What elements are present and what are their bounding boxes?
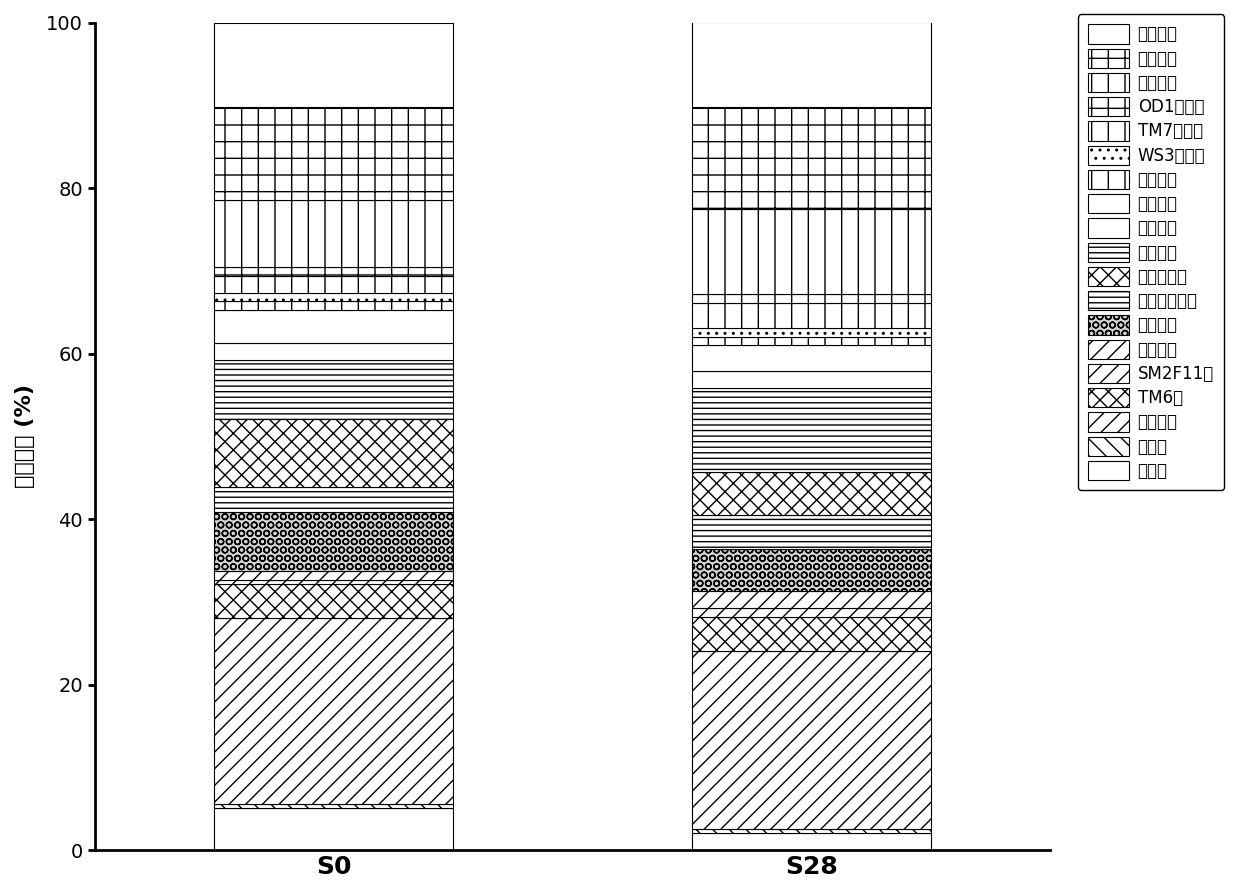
Bar	[214, 512, 453, 571]
Bar	[214, 580, 453, 584]
Bar	[691, 370, 930, 387]
Bar	[214, 292, 453, 301]
Bar	[691, 549, 930, 591]
Bar	[691, 303, 930, 328]
Bar	[214, 267, 453, 276]
Bar	[691, 209, 930, 294]
Bar	[691, 617, 930, 651]
Bar	[214, 107, 453, 200]
Bar	[214, 276, 453, 292]
Bar	[691, 387, 930, 472]
Bar	[691, 294, 930, 303]
Bar	[214, 808, 453, 850]
Bar	[214, 200, 453, 267]
Bar	[214, 584, 453, 618]
Bar	[214, 618, 453, 804]
Bar	[214, 343, 453, 360]
Bar	[691, 829, 930, 833]
Bar	[214, 571, 453, 580]
Bar	[691, 107, 930, 209]
Bar	[691, 608, 930, 617]
Bar	[214, 419, 453, 487]
Bar	[691, 328, 930, 336]
Bar	[691, 515, 930, 549]
Bar	[214, 309, 453, 343]
Y-axis label: 相对丰度 (%): 相对丰度 (%)	[15, 384, 35, 488]
Bar	[691, 345, 930, 370]
Bar	[691, 651, 930, 829]
Bar	[691, 591, 930, 608]
Bar	[214, 487, 453, 512]
Bar	[214, 22, 453, 107]
Bar	[214, 301, 453, 309]
Bar	[214, 804, 453, 808]
Bar	[691, 472, 930, 515]
Bar	[691, 833, 930, 850]
Bar	[691, 336, 930, 345]
Legend: 酸杆菌门, 放线菌门, 拟杆菌门, OD1候选门, TM7候选门, WS3候选门, 衣原体门, 綠弯菌门, 蓝细菌们, 厚壁菌门, 芽单胞菌门, 消化螺旋菌门,: 酸杆菌门, 放线菌门, 拟杆菌门, OD1候选门, TM7候选门, WS3候选门…	[1078, 14, 1224, 490]
Bar	[214, 360, 453, 419]
Bar	[691, 22, 930, 107]
